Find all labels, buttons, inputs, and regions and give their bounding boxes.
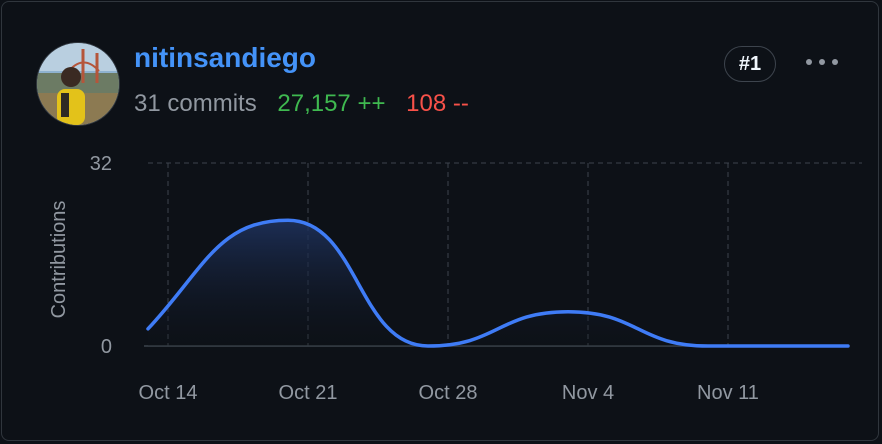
contributions-chart: Oct 14 Oct 21 Oct 28 Nov 4 Nov 11 32 0 Contribu… bbox=[48, 153, 862, 404]
additions-count: 27,157 ++ bbox=[277, 90, 386, 117]
contributor-stats: 31 commits 27,157 ++ 108 -- bbox=[134, 90, 469, 118]
kebab-horizontal-icon bbox=[806, 59, 838, 65]
commit-count[interactable]: 31 commits bbox=[134, 90, 257, 117]
more-options-button[interactable] bbox=[798, 46, 846, 78]
series-line bbox=[146, 218, 850, 348]
y-tick-label: 32 bbox=[90, 153, 112, 175]
y-tick-label: 0 bbox=[101, 336, 112, 358]
contributor-username[interactable]: nitinsandiego bbox=[134, 42, 316, 73]
deletions-count: 108 -- bbox=[406, 90, 469, 117]
avatar[interactable] bbox=[36, 42, 120, 126]
rank-badge: #1 bbox=[724, 46, 776, 82]
x-tick-label: Nov 11 bbox=[697, 382, 759, 404]
x-tick-label: Nov 4 bbox=[562, 382, 614, 404]
x-tick-label: Oct 28 bbox=[419, 382, 478, 404]
x-tick-label: Oct 14 bbox=[139, 382, 198, 404]
x-tick-label: Oct 21 bbox=[279, 382, 338, 404]
avatar-image bbox=[37, 43, 119, 125]
y-axis-label: Contributions bbox=[48, 201, 70, 319]
series-area bbox=[148, 220, 848, 346]
